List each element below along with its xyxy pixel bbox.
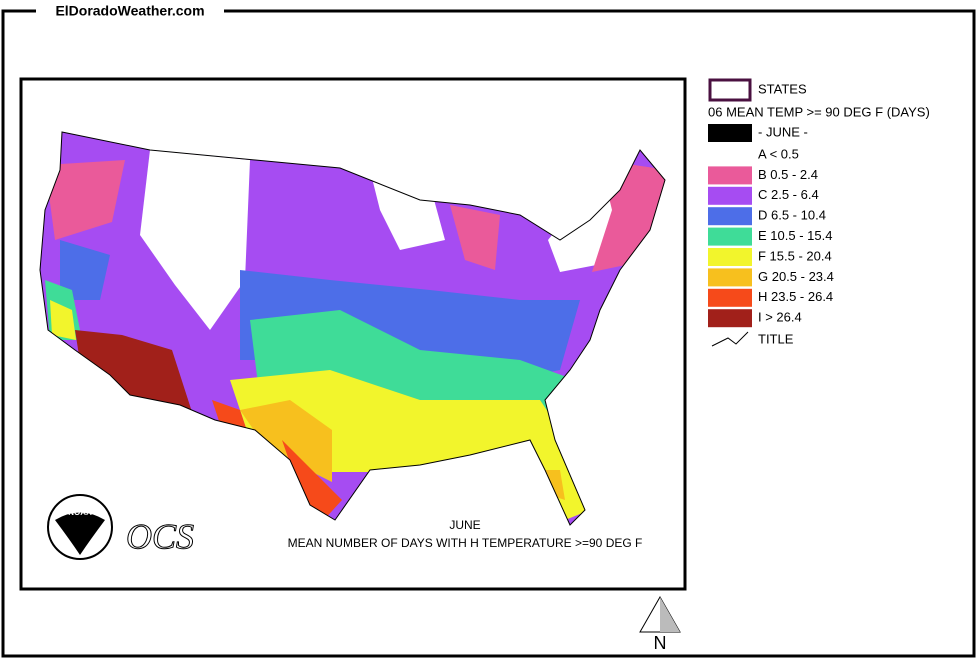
- class-label: F 15.5 - 20.4: [758, 248, 832, 263]
- ocs-text: OCS: [126, 516, 194, 556]
- title-icon: [711, 331, 749, 347]
- legend-classes: A < 0.5 B 0.5 - 2.4 C 2.5 - 6.4 D 6.5 - 10.…: [708, 146, 834, 328]
- class-label: G 20.5 - 23.4: [758, 269, 834, 284]
- site-title: ElDoradoWeather.com: [55, 3, 204, 19]
- class-label: C 2.5 - 6.4: [758, 187, 819, 202]
- legend-states: STATES: [758, 81, 807, 96]
- class-swatch: [708, 166, 752, 185]
- class-label: H 23.5 - 26.4: [758, 289, 833, 304]
- class-swatch: [708, 248, 752, 266]
- title-bg: [36, 2, 224, 22]
- zone: [50, 300, 76, 340]
- class-swatch: [708, 268, 752, 287]
- legend-title-item: TITLE: [758, 331, 794, 346]
- zone: [140, 150, 250, 330]
- zone: [450, 205, 500, 270]
- class-label: B 0.5 - 2.4: [758, 167, 818, 182]
- class-label: E 10.5 - 15.4: [758, 228, 832, 243]
- month-swatch: [708, 124, 752, 142]
- class-label: I > 26.4: [758, 310, 802, 325]
- class-swatch: [708, 186, 752, 205]
- map-month: JUNE: [449, 518, 480, 532]
- compass-n: N: [654, 633, 667, 653]
- zone: [240, 400, 332, 482]
- compass-shade: [660, 597, 680, 632]
- class-label: A < 0.5: [758, 146, 799, 161]
- map-caption: MEAN NUMBER OF DAYS WITH H TEMPERATURE >…: [288, 536, 643, 550]
- class-swatch: [708, 227, 752, 246]
- us-outline: [39, 131, 666, 526]
- zone: [230, 370, 590, 522]
- class-swatch: [708, 288, 752, 307]
- zone: [60, 240, 110, 300]
- noaa-bird: [55, 512, 105, 555]
- class-swatch: [708, 309, 752, 328]
- logo-text: NOAA: [68, 508, 92, 517]
- outer-frame: [1, 9, 976, 658]
- states-swatch: [708, 78, 752, 102]
- class-swatch: [708, 207, 752, 226]
- zone: [45, 160, 125, 240]
- zone: [75, 330, 192, 412]
- legend-heading: 06 MEAN TEMP >= 90 DEG F (DAYS): [708, 104, 930, 119]
- class-label: D 6.5 - 10.4: [758, 208, 826, 223]
- class-swatch: [708, 146, 752, 164]
- legend-month: - JUNE -: [758, 124, 808, 139]
- zone: [282, 440, 342, 522]
